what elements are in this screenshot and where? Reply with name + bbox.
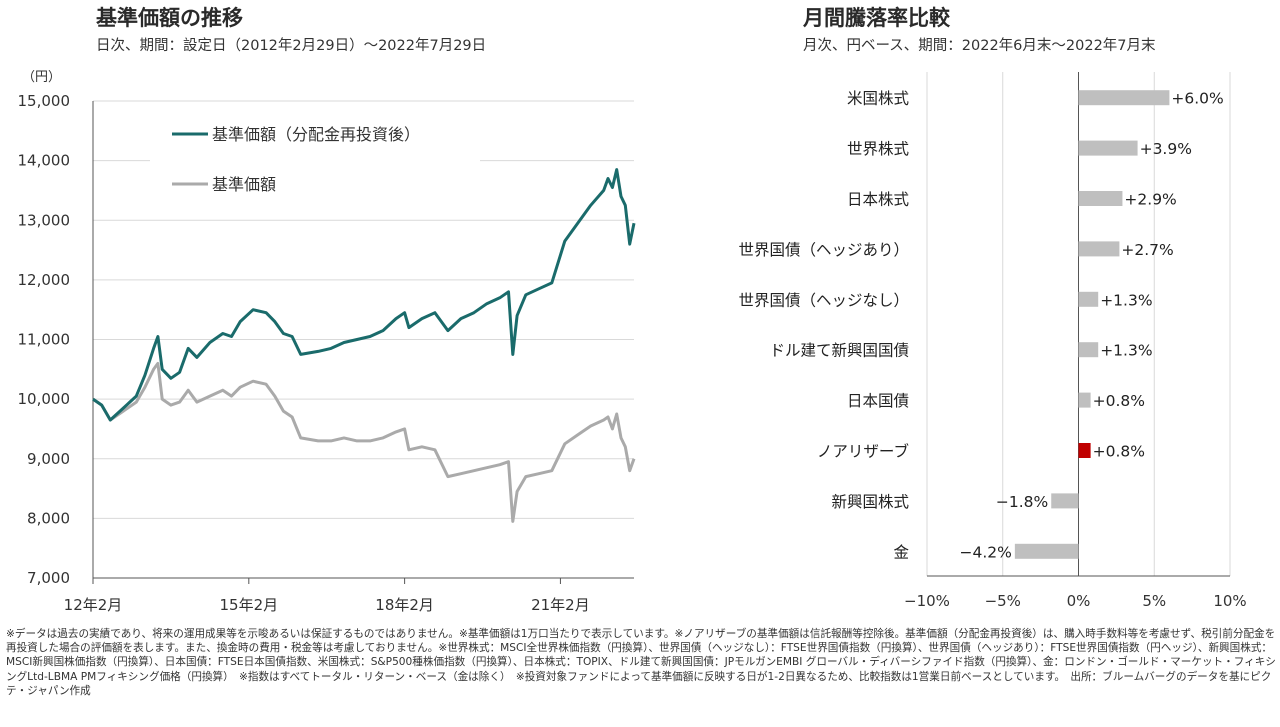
- y-tick-label: 8,000: [27, 509, 70, 527]
- category-label: 日本国債: [847, 392, 909, 410]
- category-label: 新興国株式: [831, 493, 909, 511]
- series-line-1: [92, 168, 636, 422]
- x-tick-label: 18年2月: [375, 596, 434, 614]
- value-label: +2.7%: [1121, 241, 1173, 259]
- legend-label: 基準価額: [212, 175, 276, 194]
- bar: [1014, 543, 1079, 559]
- bar: [1051, 493, 1079, 509]
- bar: [1078, 140, 1138, 156]
- value-label: −1.8%: [996, 493, 1048, 511]
- x-tick-label: 12年2月: [64, 596, 123, 614]
- bar: [1078, 90, 1170, 106]
- y-tick-label: 14,000: [18, 152, 71, 170]
- category-label: 世界国債（ヘッジあり）: [738, 241, 909, 259]
- legend-box: [150, 117, 480, 207]
- bar: [1078, 342, 1099, 358]
- bar: [1078, 443, 1091, 458]
- value-label: +1.3%: [1100, 342, 1152, 360]
- series-line-2: [92, 361, 636, 523]
- value-label: +6.0%: [1171, 90, 1223, 108]
- value-label: +0.8%: [1093, 443, 1145, 461]
- y-tick-label: 7,000: [27, 569, 70, 587]
- bar-chart-title: 月間騰落率比較: [803, 6, 950, 30]
- bar: [1078, 191, 1123, 206]
- line-chart-title: 基準価額の推移: [96, 6, 243, 30]
- bar: [1078, 392, 1091, 408]
- x-tick-label: 15年2月: [219, 596, 278, 614]
- y-tick-label: 11,000: [18, 331, 71, 349]
- x-tick-label: 21年2月: [531, 596, 590, 614]
- y-tick-label: 15,000: [18, 92, 71, 110]
- category-label: 米国株式: [847, 90, 909, 108]
- line-chart: 7,000 8,000 9,000 10,000 11,000 12,000 13,000 1…: [18, 70, 636, 614]
- x-tick-label: 5%: [1142, 592, 1166, 610]
- line-chart-subtitle: 日次、期間：設定日（2012年2月29日）～2022年7月29日: [96, 38, 487, 54]
- value-label: −4.2%: [959, 543, 1011, 561]
- bar-chart: −10% −5% 0% 5% 10% 米国株式 +6.0% 世界株式 +3.9% 日本株式 +2.9…: [738, 72, 1247, 610]
- category-label: ノアリザーブ: [817, 442, 909, 461]
- legend-label: 基準価額（分配金再投資後）: [212, 125, 420, 144]
- value-label: +0.8%: [1093, 392, 1145, 410]
- footnotes: ※データは過去の実績であり、将来の運用成果等を示唆あるいは保証するものではありま…: [6, 628, 1276, 697]
- x-tick-label: −5%: [985, 592, 1021, 610]
- x-tick-label: −10%: [904, 592, 950, 610]
- value-label: +1.3%: [1100, 291, 1152, 309]
- x-tick-label: 0%: [1067, 592, 1091, 610]
- x-tick-label: 10%: [1213, 592, 1246, 610]
- value-label: +2.9%: [1124, 191, 1176, 209]
- y-tick-label: 13,000: [18, 211, 71, 229]
- value-label: +3.9%: [1140, 140, 1192, 158]
- category-label: 日本株式: [847, 191, 909, 209]
- y-tick-label: 9,000: [27, 450, 70, 468]
- bar: [1078, 241, 1120, 257]
- bar: [1078, 291, 1099, 307]
- category-label: 世界株式: [847, 140, 909, 158]
- y-unit-label: （円）: [22, 70, 61, 85]
- category-label: 世界国債（ヘッジなし）: [738, 291, 909, 309]
- y-tick-label: 10,000: [18, 390, 71, 408]
- category-label: 金: [893, 543, 909, 561]
- category-label: ドル建て新興国国債: [769, 342, 909, 360]
- y-tick-label: 12,000: [18, 271, 71, 289]
- bar-chart-subtitle: 月次、円ベース、期間：2022年6月末～2022年7月末: [803, 38, 1156, 54]
